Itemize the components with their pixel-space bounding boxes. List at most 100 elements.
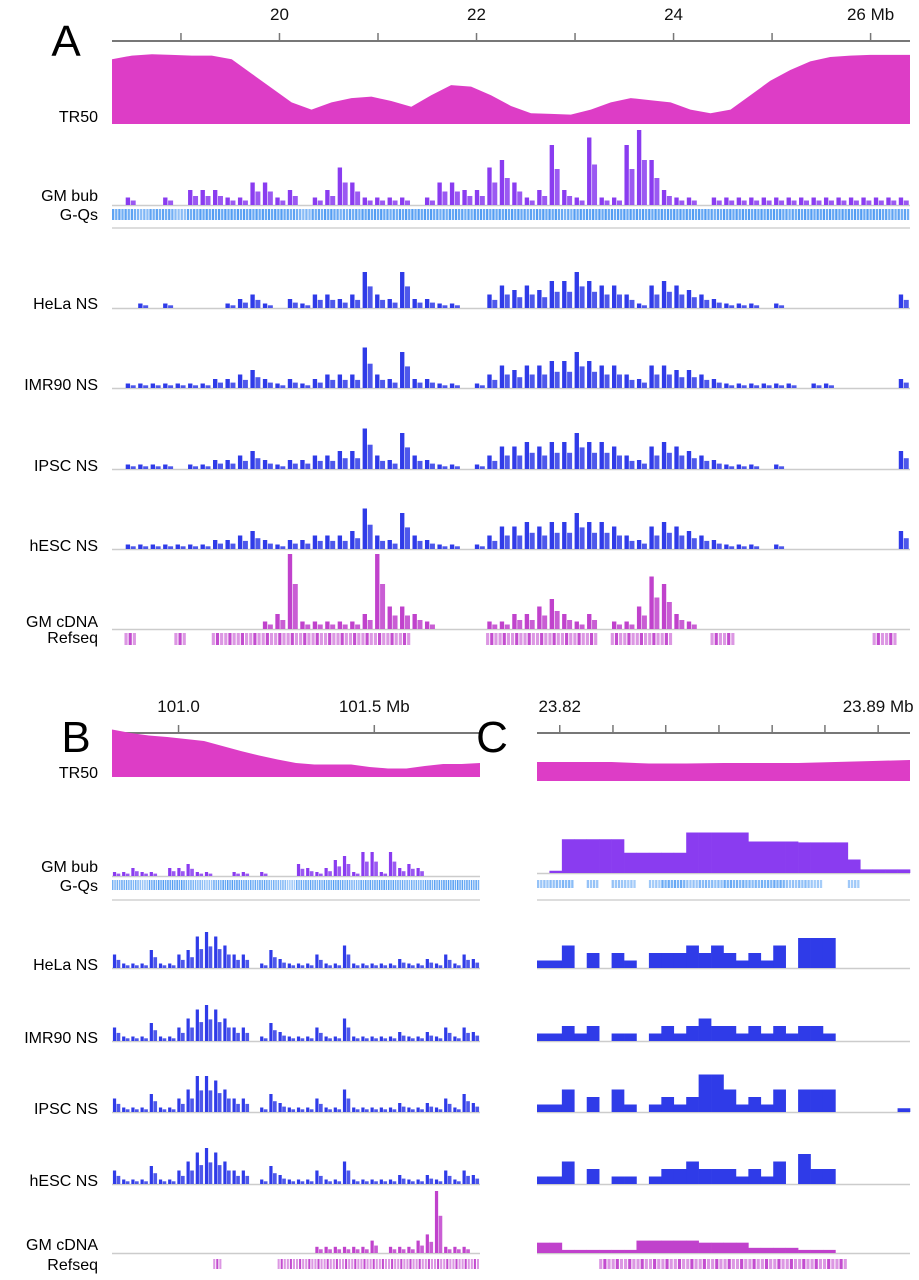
refseq-gene-exon — [421, 1259, 424, 1269]
signal-bar — [424, 379, 430, 388]
signal-bar — [691, 297, 697, 308]
signal-bar — [324, 1107, 328, 1112]
refseq-gene-exon — [390, 633, 394, 645]
g-quadruplex-mark — [459, 880, 461, 890]
g-quadruplex-mark — [185, 880, 188, 890]
signal-bar — [562, 442, 567, 469]
refseq-gene-exon — [216, 1259, 219, 1269]
refseq-gene-exon — [665, 1259, 669, 1269]
g-quadruplex-mark — [573, 209, 576, 220]
signal-block — [537, 960, 550, 968]
g-quadruplex-mark — [507, 209, 511, 220]
signal-bar — [453, 1179, 457, 1184]
g-quadruplex-mark — [408, 880, 411, 890]
signal-bar — [214, 1080, 218, 1112]
signal-bar — [444, 1027, 448, 1041]
refseq-gene-exon — [440, 1259, 443, 1269]
signal-bar — [309, 871, 314, 876]
signal-bar — [417, 302, 423, 308]
refseq-gene-exon — [764, 1259, 769, 1269]
signal-bar — [163, 383, 168, 388]
signal-bar — [380, 584, 386, 629]
signal-bar — [305, 624, 311, 629]
signal-bar — [223, 945, 227, 968]
signal-bar — [704, 540, 710, 549]
signal-bar — [392, 615, 398, 629]
signal-block — [748, 1026, 762, 1041]
g-quadruplex-mark — [118, 209, 121, 220]
signal-bar — [549, 145, 555, 205]
signal-bar — [392, 861, 397, 876]
refseq-gene-exon — [660, 633, 664, 645]
g-quadruplex-mark — [448, 209, 451, 220]
g-quadruplex-mark — [199, 209, 202, 220]
signal-bar — [562, 614, 567, 629]
signal-bar — [425, 1175, 429, 1184]
g-quadruplex-mark — [620, 209, 623, 220]
g-quadruplex-mark — [339, 880, 342, 890]
signal-block — [735, 1104, 749, 1112]
signal-block — [586, 1026, 600, 1041]
g-quadruplex-mark — [570, 209, 573, 220]
g-quadruplex-mark — [464, 209, 467, 220]
g-quadruplex-mark — [847, 209, 850, 220]
signal-bar — [611, 197, 617, 205]
g-quadruplex-mark — [284, 880, 286, 890]
g-quadruplex-mark — [252, 880, 254, 890]
g-quadruplex-mark — [676, 880, 680, 888]
signal-bar — [337, 621, 343, 629]
refseq-gene-exon — [124, 633, 128, 645]
g-quadruplex-mark — [454, 209, 458, 220]
signal-bar — [337, 1038, 342, 1041]
g-quadruplex-mark — [383, 209, 386, 220]
signal-bar — [861, 197, 866, 205]
signal-bar — [260, 1179, 264, 1184]
signal-block — [561, 945, 575, 968]
signal-bar — [567, 620, 573, 629]
signal-block — [810, 1026, 824, 1041]
refseq-gene-exon — [615, 1259, 619, 1269]
signal-bar — [375, 554, 380, 629]
signal-bar — [599, 285, 604, 308]
signal-bar — [328, 1038, 332, 1041]
g-quadruplex-mark — [364, 209, 367, 220]
g-quadruplex-mark — [249, 209, 252, 220]
signal-bar — [529, 620, 535, 629]
refseq-gene-exon — [661, 1259, 665, 1269]
signal-bar — [401, 1249, 406, 1253]
g-quadruplex-mark — [227, 880, 229, 890]
signal-bar — [312, 455, 318, 469]
g-quadruplex-mark — [735, 209, 738, 220]
signal-bar — [144, 1038, 148, 1041]
refseq-gene-exon — [211, 633, 215, 645]
signal-bar — [346, 1170, 351, 1184]
signal-bar — [380, 299, 386, 308]
signal-bar — [411, 965, 415, 968]
signal-bar — [654, 597, 660, 629]
signal-bar — [774, 544, 779, 549]
signal-bar — [205, 466, 211, 469]
signal-bar — [891, 200, 897, 205]
g-quadruplex-mark — [385, 880, 388, 890]
g-quadruplex-mark — [273, 880, 275, 890]
signal-bar — [291, 1038, 296, 1041]
g-quadruplex-mark — [717, 880, 720, 888]
signal-bar — [641, 160, 647, 205]
signal-bar — [171, 1181, 176, 1184]
signal-bar — [296, 1179, 301, 1184]
signal-bar — [529, 200, 535, 205]
signal-block — [723, 953, 737, 968]
signal-bar — [387, 379, 392, 388]
refseq-gene-exon — [710, 633, 714, 645]
g-quadruplex-mark — [192, 880, 194, 890]
signal-bar — [342, 1089, 347, 1112]
refseq-gene-exon — [880, 633, 885, 645]
g-quadruplex-mark — [236, 209, 240, 220]
signal-bar — [379, 1179, 383, 1184]
signal-bar — [636, 540, 642, 549]
refseq-gene-exon — [473, 1259, 476, 1269]
g-quadruplex-mark — [296, 880, 298, 890]
refseq-gene-exon — [365, 633, 369, 645]
signal-bar — [492, 379, 498, 388]
